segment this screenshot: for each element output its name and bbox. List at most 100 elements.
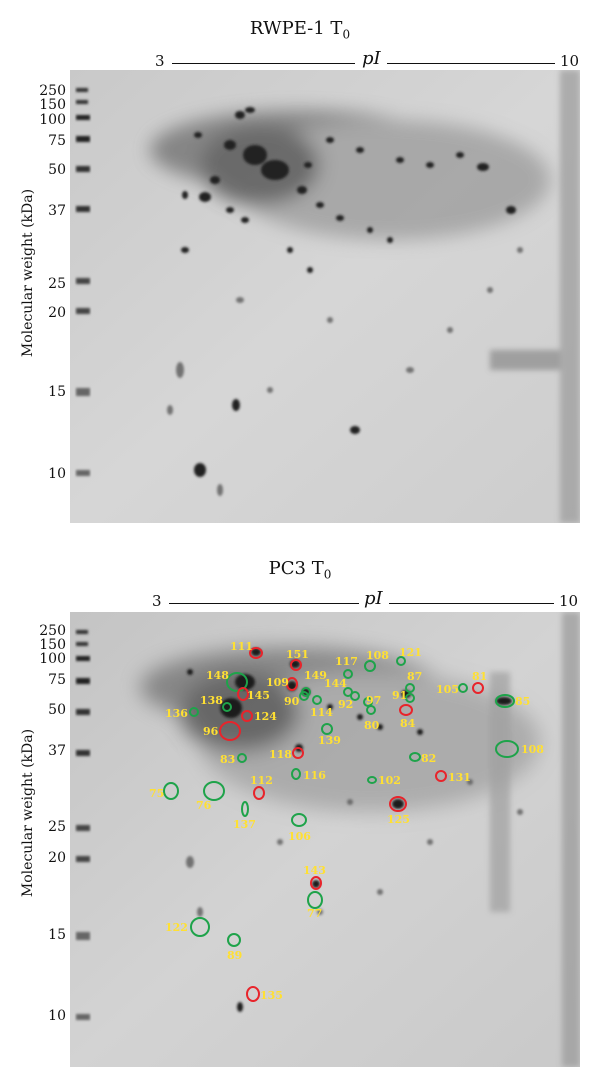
spot-marker-84	[399, 704, 413, 716]
spot-label: 77	[307, 907, 322, 920]
mw-tick-150: 150	[39, 637, 66, 653]
spot-marker-136	[189, 707, 199, 717]
mw-tick-20: 20	[48, 850, 66, 866]
spot-label: 139	[318, 734, 341, 747]
spot-label: 116	[303, 769, 326, 782]
spot-marker-91	[405, 693, 415, 703]
spot-marker-137	[241, 801, 249, 817]
spot-label: 125	[387, 813, 410, 826]
mw-tick-10: 10	[48, 466, 66, 482]
mw-tick-250: 250	[39, 83, 66, 99]
spot-marker-83	[237, 753, 247, 763]
mw-tick-15: 15	[48, 927, 66, 943]
y-axis-title: Molecular weight (kDa)	[20, 188, 36, 358]
spot-marker-76	[203, 781, 225, 801]
spot-label: 121	[399, 646, 422, 659]
spot-marker-125	[389, 796, 407, 812]
gel-image-rwpe1	[70, 70, 580, 523]
spot-label: 80	[364, 719, 380, 732]
mw-tick-100: 100	[39, 112, 66, 128]
spot-label: 106	[288, 830, 311, 843]
mw-tick-10: 10	[48, 1008, 66, 1024]
spot-label: 91	[392, 689, 407, 702]
pi-axis-end: 10	[559, 592, 579, 610]
spot-marker-89	[227, 933, 241, 947]
spot-label: 75	[149, 787, 164, 800]
spot-label: 114	[310, 706, 333, 719]
spot-label: 138	[200, 694, 223, 707]
pi-axis-line-right	[389, 603, 554, 604]
spot-label: 148	[206, 669, 229, 682]
spot-marker-92	[350, 691, 360, 701]
spot-label: 131	[448, 771, 471, 784]
mw-tick-100: 100	[39, 651, 66, 667]
spot-label: 105	[436, 683, 459, 696]
spot-marker-85	[495, 694, 515, 708]
mw-tick-37: 37	[48, 203, 66, 219]
spot-marker-80	[366, 705, 376, 715]
spot-marker-145	[237, 687, 249, 701]
mw-tick-25: 25	[48, 276, 66, 292]
panel-title-subscript: 0	[323, 567, 332, 582]
spot-marker-102	[367, 776, 377, 784]
spot-label: 143	[303, 864, 326, 877]
spot-label: 76	[196, 799, 212, 812]
panel-title-text: RWPE-1 T	[249, 18, 343, 39]
spot-marker-138	[222, 702, 232, 712]
panel-title: PC3 T0	[0, 558, 600, 582]
spot-label: 85	[515, 695, 530, 708]
spot-marker-117	[343, 669, 353, 679]
spot-label: 109	[266, 676, 289, 689]
pi-axis-label: pI	[364, 588, 383, 609]
spot-marker-108	[364, 660, 376, 672]
panel-title: RWPE-1 T0	[0, 18, 600, 42]
spot-label: 82	[421, 752, 436, 765]
spot-label: 137	[233, 818, 256, 831]
spot-label: 108	[521, 743, 544, 756]
spot-marker-118	[292, 747, 304, 759]
panel-title-text: PC3 T	[268, 558, 324, 579]
spot-marker-75	[163, 782, 179, 800]
spot-marker-111	[249, 647, 263, 659]
spot-marker-81	[472, 682, 484, 694]
spot-label: 84	[400, 717, 416, 730]
y-axis-title: Molecular weight (kDa)	[20, 728, 36, 898]
mw-tick-50: 50	[48, 162, 66, 178]
pi-axis-line-left	[169, 603, 359, 604]
spot-marker-106	[291, 813, 307, 827]
spot-label: 117	[335, 655, 358, 668]
spot-labels: 111 151 117 108 121 148 109 149 144 87 8…	[149, 640, 544, 1002]
spot-marker-108b	[495, 740, 519, 758]
spot-label: 124	[254, 710, 277, 723]
spot-label: 118	[269, 748, 292, 761]
spot-label: 97	[366, 694, 381, 707]
spot-label: 144	[324, 677, 347, 690]
mw-tick-50: 50	[48, 702, 66, 718]
spot-marker-87	[405, 683, 415, 693]
spot-label: 136	[165, 707, 188, 720]
pi-axis: 3 pI 10	[155, 48, 585, 72]
spot-marker-122	[190, 917, 210, 937]
mw-tick-75: 75	[48, 133, 66, 149]
spot-marker-116	[291, 768, 301, 780]
spot-label: 112	[250, 774, 273, 787]
spot-label: 83	[220, 753, 235, 766]
spot-label: 145	[247, 689, 270, 702]
mw-tick-20: 20	[48, 305, 66, 321]
spot-label: 87	[407, 670, 422, 683]
spot-label: 89	[227, 949, 242, 962]
pi-axis: 3 pI 10	[152, 588, 585, 612]
mw-tick-25: 25	[48, 819, 66, 835]
spot-marker-105	[458, 683, 468, 693]
spot-marker-109	[286, 677, 298, 691]
spot-marker-151	[290, 659, 302, 671]
spot-marker-121	[396, 656, 406, 666]
spot-label: 102	[378, 774, 401, 787]
spot-marker-77	[307, 891, 323, 909]
mw-tick-75: 75	[48, 672, 66, 688]
spot-marker-139	[321, 723, 333, 735]
spot-label: 90	[284, 695, 300, 708]
spot-marker-82	[409, 752, 421, 762]
spot-label: 135	[260, 989, 283, 1002]
pi-axis-line-right	[387, 63, 555, 64]
